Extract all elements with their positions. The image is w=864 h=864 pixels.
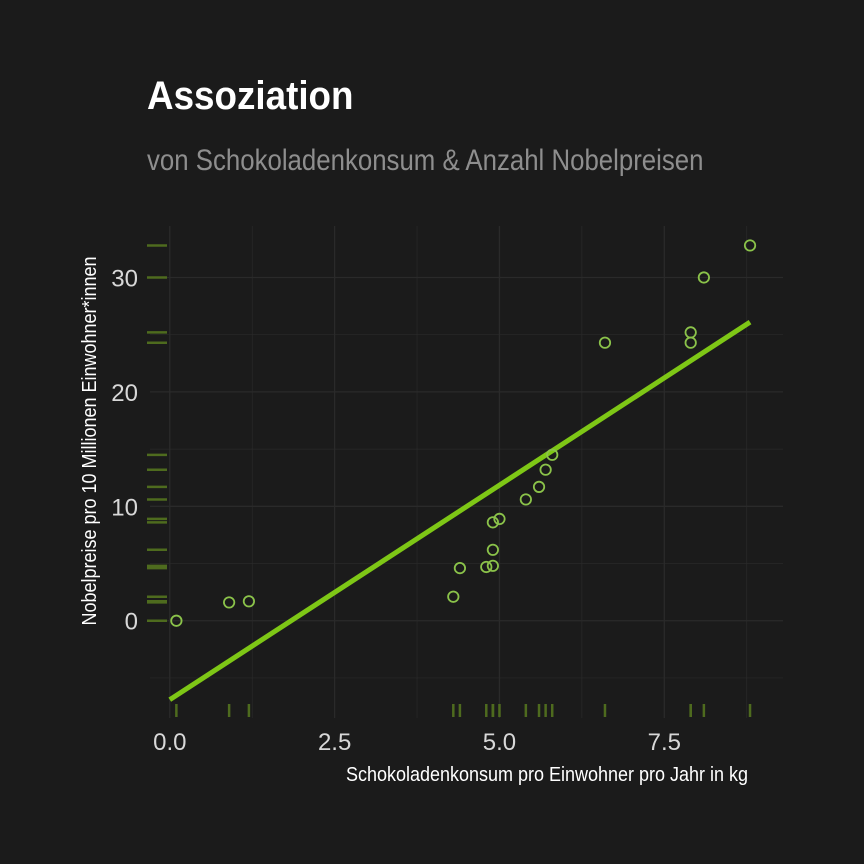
data-point <box>743 239 757 252</box>
data-point <box>539 463 552 476</box>
data-point <box>480 560 493 574</box>
data-point <box>684 336 697 349</box>
y-tick-label: 30 <box>111 265 138 292</box>
chart-subtitle: von Schokoladenkonsum & Anzahl Nobelprei… <box>147 144 704 177</box>
data-point <box>519 493 532 506</box>
data-point <box>493 512 506 526</box>
y-tick-label: 0 <box>125 609 138 636</box>
x-axis-title: Schokoladenkonsum pro Einwohner pro Jahr… <box>346 764 748 786</box>
data-point <box>697 271 710 284</box>
data-point <box>486 543 499 556</box>
y-tick-label: 10 <box>111 494 138 521</box>
data-point <box>486 516 499 529</box>
x-rug <box>175 704 752 717</box>
x-tick-label: 7.5 <box>648 729 681 756</box>
data-point <box>447 590 460 603</box>
trend-line <box>168 320 752 702</box>
data-point <box>453 562 467 575</box>
x-tick-label: 0.0 <box>153 729 186 756</box>
grid-lines <box>150 226 783 718</box>
data-point <box>486 559 499 572</box>
data-points <box>170 239 757 627</box>
data-point <box>684 326 697 339</box>
trend-line-group <box>168 320 752 702</box>
y-rug <box>147 244 167 622</box>
x-tick-label: 5.0 <box>483 729 516 756</box>
x-tick-labels: 0.0 2.5 5.0 7.5 <box>153 729 681 756</box>
y-axis-title: Nobelpreise pro 10 Millionen Einwohner*i… <box>79 256 101 625</box>
x-tick-label: 2.5 <box>318 729 351 756</box>
chart-title: Assoziation <box>147 74 354 118</box>
data-point <box>532 480 546 493</box>
data-point <box>546 448 559 461</box>
y-tick-label: 20 <box>111 380 138 407</box>
data-point <box>598 336 612 349</box>
data-point <box>170 614 183 627</box>
data-point <box>223 596 236 609</box>
data-point <box>242 595 256 608</box>
y-tick-labels: 0 10 20 30 <box>111 265 138 635</box>
